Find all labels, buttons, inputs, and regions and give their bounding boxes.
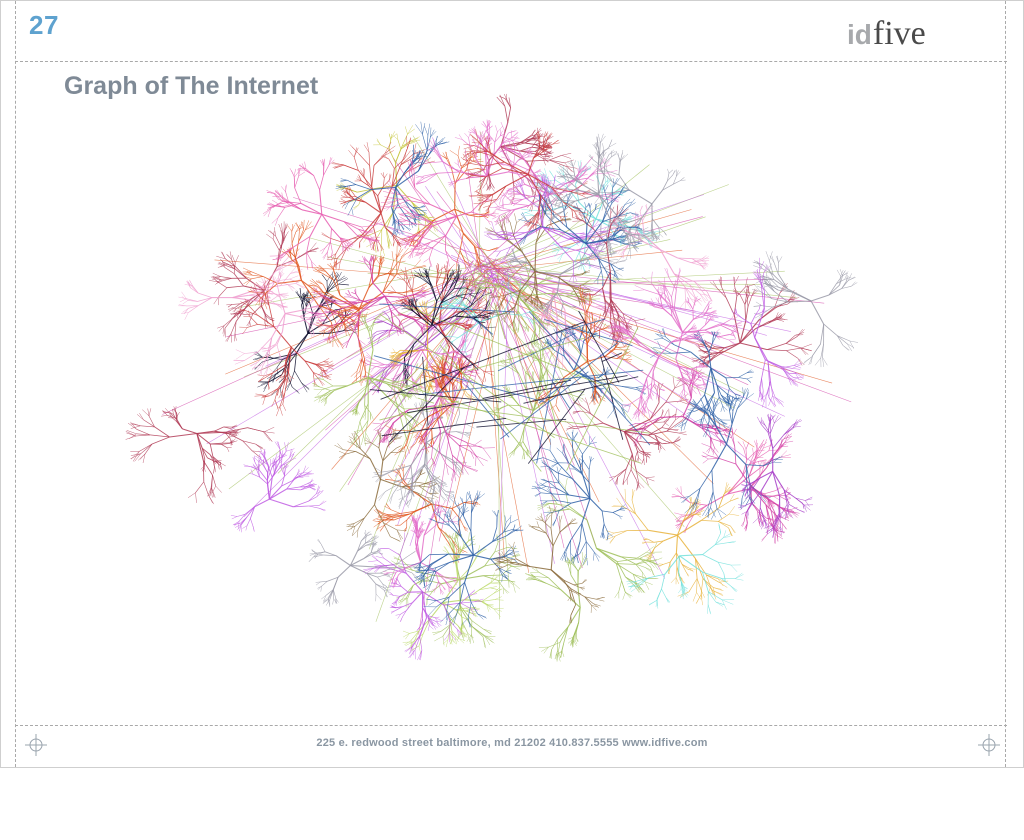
left-dashed-rule xyxy=(15,1,16,767)
left-crosshair-icon xyxy=(25,734,47,756)
logo-id-text: id xyxy=(847,19,872,50)
footer-address: 225 e. redwood street baltimore, md 2120… xyxy=(316,737,708,749)
slide: 27 idfive Graph of The Internet 225 e. r… xyxy=(0,0,1024,768)
graph-branches xyxy=(125,93,859,662)
internet-graph-image xyxy=(125,93,859,662)
idfive-logo: idfive xyxy=(847,15,926,55)
page-number: 27 xyxy=(29,10,59,40)
top-dashed-rule xyxy=(15,61,1007,62)
right-dashed-rule xyxy=(1005,1,1006,767)
slide-title: Graph of The Internet xyxy=(64,72,319,100)
logo-five-text: five xyxy=(872,15,926,52)
right-crosshair-icon xyxy=(978,734,1000,756)
bottom-dashed-rule xyxy=(15,725,1007,726)
